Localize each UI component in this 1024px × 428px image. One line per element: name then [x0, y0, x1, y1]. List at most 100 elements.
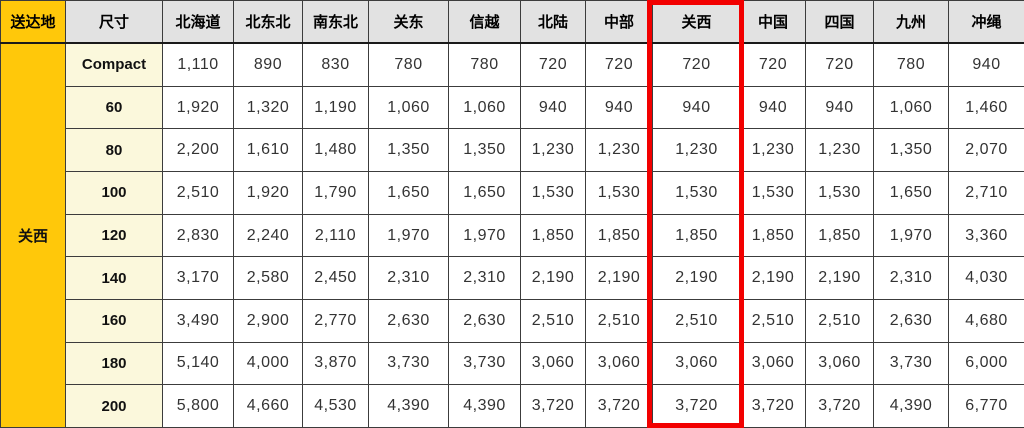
- rate-cell: 1,850: [740, 213, 806, 258]
- size-cell: Compact: [65, 42, 163, 87]
- rate-cell: 1,460: [948, 85, 1024, 130]
- rate-cell: 720: [740, 42, 806, 87]
- size-cell: 200: [65, 384, 163, 428]
- rate-cell: 2,510: [652, 298, 741, 343]
- rate-cell: 3,060: [585, 341, 653, 386]
- rate-cell: 940: [520, 85, 586, 130]
- rate-cell: 3,870: [302, 341, 369, 386]
- table-row: 100 2,510 1,920 1,790 1,650 1,650 1,530 1,530 1,…: [1, 171, 1024, 215]
- rate-cell: 1,530: [740, 171, 806, 215]
- rate-cell: 2,580: [233, 256, 303, 300]
- region-header: 中国: [740, 0, 806, 44]
- table-row: 关西 Compact 1,110 890 830 780 780 720 720 720 720 72…: [0, 42, 1024, 428]
- rate-cell: 4,530: [302, 384, 369, 428]
- rate-cell: 1,060: [873, 85, 949, 130]
- rate-cell: 1,920: [233, 171, 303, 215]
- destination-corner-header: 送达地: [0, 0, 66, 44]
- rate-cell: 1,850: [585, 213, 653, 258]
- rate-cell: 1,350: [448, 128, 521, 173]
- table-row: 120 2,830 2,240 2,110 1,970 1,970 1,850 1,850 1,…: [1, 213, 1024, 258]
- rate-cell: 3,730: [368, 341, 449, 386]
- rate-cell: 5,800: [162, 384, 234, 428]
- rate-cell: 2,510: [805, 298, 874, 343]
- rate-cell: 720: [805, 42, 874, 87]
- rate-cell: 1,530: [652, 171, 741, 215]
- rate-cell: 2,240: [233, 213, 303, 258]
- rate-cell: 1,970: [448, 213, 521, 258]
- rate-cell: 4,390: [448, 384, 521, 428]
- rate-cell: 3,720: [652, 384, 741, 428]
- rate-cell: 2,630: [368, 298, 449, 343]
- rate-cell: 3,720: [520, 384, 586, 428]
- rate-cell: 1,320: [233, 85, 303, 130]
- rate-cell: 1,650: [368, 171, 449, 215]
- rate-cell: 1,650: [873, 171, 949, 215]
- rate-cell: 2,190: [652, 256, 741, 300]
- size-cell: 80: [65, 128, 163, 173]
- rate-cell: 1,230: [520, 128, 586, 173]
- rate-cell: 2,110: [302, 213, 369, 258]
- rate-cell: 4,030: [948, 256, 1024, 300]
- rate-cell: 780: [448, 42, 521, 87]
- rate-cell: 2,190: [805, 256, 874, 300]
- size-cell: 120: [65, 213, 163, 258]
- rate-cell: 1,350: [873, 128, 949, 173]
- rate-cell: 2,900: [233, 298, 303, 343]
- rate-cell: 2,310: [873, 256, 949, 300]
- rate-cell: 4,680: [948, 298, 1024, 343]
- rate-cell: 1,970: [873, 213, 949, 258]
- origin-region-cell: 关西: [0, 42, 66, 428]
- rate-cell: 3,170: [162, 256, 234, 300]
- rate-cell: 1,350: [368, 128, 449, 173]
- region-header: 中部: [585, 0, 653, 44]
- rate-cell: 3,060: [740, 341, 806, 386]
- rate-cell: 1,480: [302, 128, 369, 173]
- size-column-header: 尺寸: [65, 0, 163, 44]
- rate-cell: 3,720: [585, 384, 653, 428]
- rate-cell: 2,310: [448, 256, 521, 300]
- rate-cell: 1,230: [805, 128, 874, 173]
- rate-cell: 1,610: [233, 128, 303, 173]
- table-row: 80 2,200 1,610 1,480 1,350 1,350 1,230 1,230 1,2…: [1, 128, 1024, 173]
- rate-cell: 780: [368, 42, 449, 87]
- table-row: 160 3,490 2,900 2,770 2,630 2,630 2,510 2,510 2,…: [1, 298, 1024, 343]
- rate-cell: 2,310: [368, 256, 449, 300]
- rate-cell: 2,070: [948, 128, 1024, 173]
- rate-cell: 2,190: [585, 256, 653, 300]
- rate-cell: 720: [585, 42, 653, 87]
- rate-cell: 1,920: [162, 85, 234, 130]
- size-cell: 180: [65, 341, 163, 386]
- region-header: 北海道: [162, 0, 234, 44]
- rate-cell: 1,850: [520, 213, 586, 258]
- rate-cell: 1,060: [448, 85, 521, 130]
- rate-cell: 4,660: [233, 384, 303, 428]
- rate-cell: 4,390: [368, 384, 449, 428]
- rate-cell: 1,530: [520, 171, 586, 215]
- rate-cell: 3,060: [652, 341, 741, 386]
- rate-cell: 1,530: [585, 171, 653, 215]
- rate-cell: 1,110: [162, 42, 234, 87]
- rate-cell: 1,230: [740, 128, 806, 173]
- rate-cell: 2,630: [873, 298, 949, 343]
- rate-cell: 890: [233, 42, 303, 87]
- rate-cell: 2,630: [448, 298, 521, 343]
- rate-cell: 2,510: [162, 171, 234, 215]
- rate-cell: 2,200: [162, 128, 234, 173]
- region-header: 关东: [368, 0, 449, 44]
- size-cell: 160: [65, 298, 163, 343]
- region-header: 四国: [805, 0, 874, 44]
- region-header: 北东北: [233, 0, 303, 44]
- rate-cell: 6,770: [948, 384, 1024, 428]
- rate-cell: 2,510: [585, 298, 653, 343]
- size-cell: 140: [65, 256, 163, 300]
- rate-cell: 2,830: [162, 213, 234, 258]
- rate-cell: 2,510: [520, 298, 586, 343]
- rate-cell: 1,650: [448, 171, 521, 215]
- table-row: 180 5,140 4,000 3,870 3,730 3,730 3,060 3,060 3,…: [1, 341, 1024, 386]
- rate-cell: 1,970: [368, 213, 449, 258]
- table-row: 60 1,920 1,320 1,190 1,060 1,060 940 940 940 940 9…: [1, 85, 1024, 130]
- region-header: 南东北: [302, 0, 369, 44]
- rate-cell: 3,060: [805, 341, 874, 386]
